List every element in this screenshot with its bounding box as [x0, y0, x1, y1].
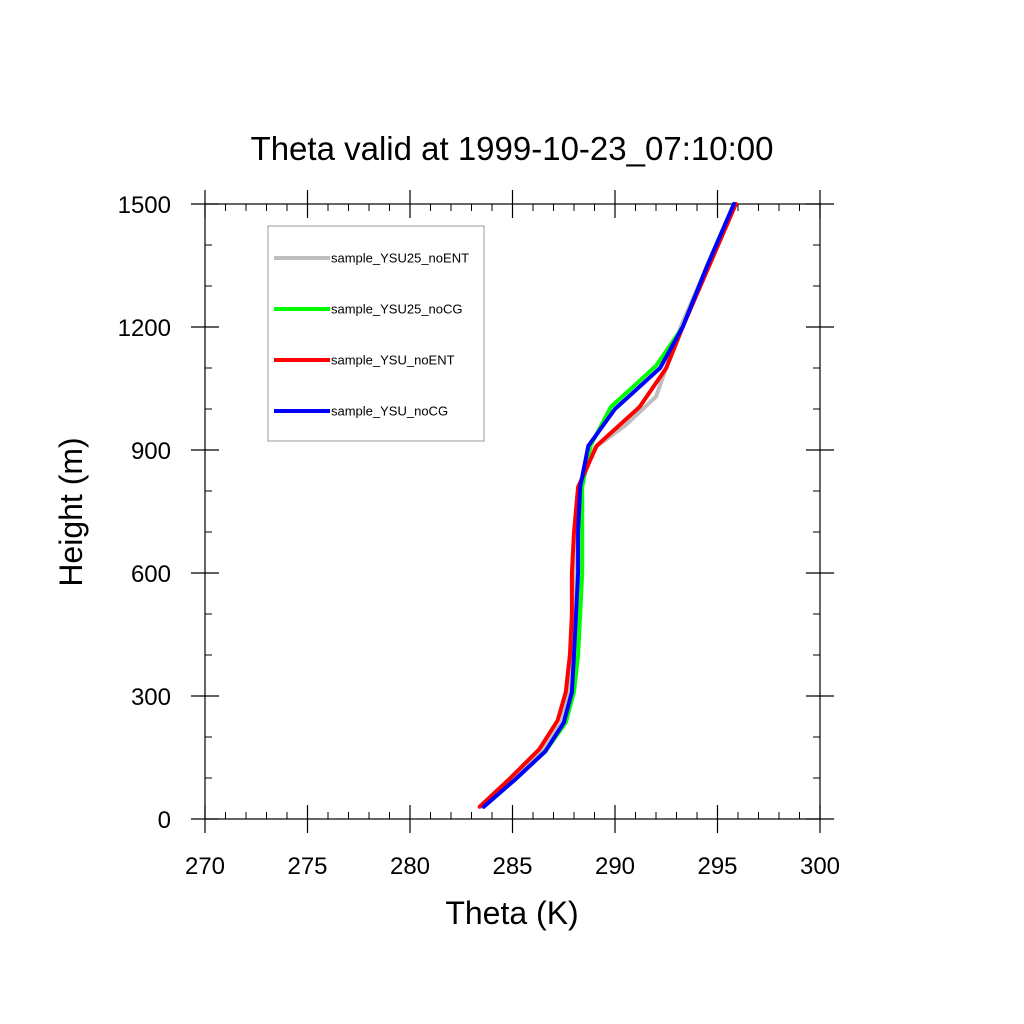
- x-tick-label: 285: [492, 853, 532, 880]
- legend-box: [267, 225, 485, 442]
- legend-label: sample_YSU25_noENT: [331, 251, 469, 266]
- y-tick-label: 1200: [118, 315, 171, 342]
- series-lines: [477, 202, 738, 809]
- major-ticks: [191, 190, 834, 833]
- legend: sample_YSU25_noENT sample_YSU25_noCGsampl…: [267, 225, 485, 442]
- x-tick-label: 270: [185, 853, 225, 880]
- y-tick-label: 0: [158, 807, 171, 834]
- series-line-3: [477, 202, 738, 809]
- x-tick-label: 290: [595, 853, 635, 880]
- x-tick-label: 275: [287, 853, 327, 880]
- y-tick-label: 900: [131, 438, 171, 465]
- y-tick-labels: 0 300 600 900 1200 1500: [118, 192, 171, 834]
- x-tick-label: 280: [390, 853, 430, 880]
- x-tick-label: 295: [697, 853, 737, 880]
- chart-title: Theta valid at 1999-10-23_07:10:00: [251, 130, 774, 167]
- y-tick-label: 300: [131, 684, 171, 711]
- legend-label: sample_YSU_noCG: [331, 404, 448, 419]
- x-tick-label: 300: [800, 853, 840, 880]
- y-tick-label: 1500: [118, 192, 171, 219]
- legend-label: sample_YSU_noENT: [331, 353, 455, 368]
- y-tick-label: 600: [131, 561, 171, 588]
- x-axis-label: Theta (K): [445, 895, 578, 931]
- legend-label: sample_YSU25_noCG: [331, 302, 463, 317]
- minor-ticks: [205, 204, 820, 819]
- series-line-4: [481, 202, 736, 809]
- x-tick-labels: 270 275 280 285 290 295 300: [185, 853, 840, 880]
- y-axis-label: Height (m): [53, 437, 89, 586]
